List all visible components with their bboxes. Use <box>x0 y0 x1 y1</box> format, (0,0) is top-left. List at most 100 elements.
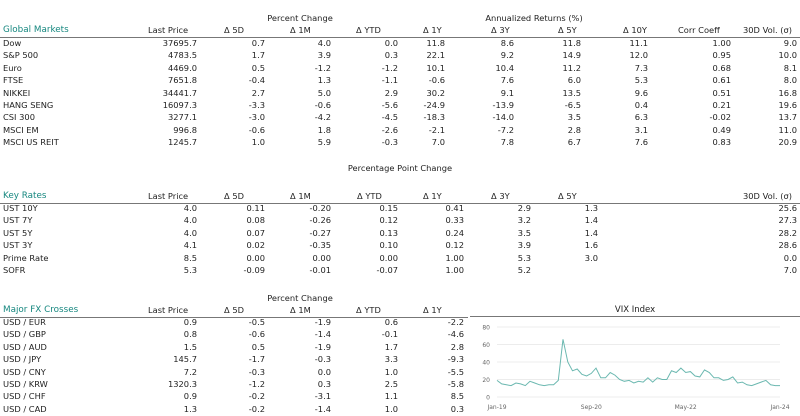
table-row: MSCI US REIT 1245.7 1.0 5.9 -0.3 7.0 7.8 6.7 7.6… <box>0 137 800 149</box>
header-divider <box>0 37 800 38</box>
cell-value: -1.1 <box>381 75 398 86</box>
cell-value: 2.7 <box>251 87 265 98</box>
cell-value: 8.0 <box>783 75 797 86</box>
cell-value: 34441.7 <box>162 87 197 98</box>
table-row: FTSE 7651.8 -0.4 1.3 -1.1 -0.6 7.6 6.0 5.3 0.61 8.… <box>0 75 800 87</box>
cell-value: 1.7 <box>384 341 398 352</box>
cell-value: 9.6 <box>634 87 648 98</box>
cell-value: 1.4 <box>584 227 598 238</box>
cell-value: 2.9 <box>517 203 531 213</box>
cell-value: 0.61 <box>712 75 731 86</box>
section-title: Key Rates <box>3 191 47 201</box>
cell-value: 10.0 <box>778 50 797 61</box>
group-header: Percent Change <box>267 13 333 23</box>
column-header: Δ 5D <box>224 191 244 201</box>
cell-value: 1.1 <box>384 391 398 402</box>
cell-value: 19.6 <box>778 100 797 110</box>
cell-value: 0.7 <box>251 38 265 48</box>
cell-value: 5.3 <box>634 75 648 86</box>
column-header: Δ YTD <box>357 191 382 201</box>
cell-value: -4.5 <box>381 112 398 123</box>
cell-value: 0.00 <box>312 252 331 263</box>
cell-value: 0.00 <box>246 252 265 263</box>
cell-value: 11.1 <box>629 38 648 48</box>
cell-value: -2.2 <box>447 317 464 327</box>
y-tick-label: 80 <box>482 325 490 332</box>
column-header: Last Price <box>148 25 189 35</box>
row-label: USD / CNY <box>3 366 46 377</box>
cell-value: 16097.3 <box>162 100 197 110</box>
cell-value: 37695.7 <box>162 38 197 48</box>
cell-value: 0.41 <box>445 203 464 213</box>
cell-value: 10.4 <box>495 62 514 73</box>
cell-value: 28.6 <box>778 240 797 251</box>
cell-value: -0.4 <box>248 75 265 86</box>
column-header: Δ YTD <box>356 305 381 315</box>
cell-value: -0.27 <box>309 227 331 238</box>
cell-value: 11.8 <box>562 38 581 48</box>
cell-value: 7.0 <box>783 265 797 275</box>
cell-value: -1.4 <box>314 403 331 414</box>
cell-value: 7.2 <box>183 366 197 377</box>
cell-value: -6.5 <box>564 100 581 110</box>
cell-value: -13.9 <box>492 100 514 110</box>
table-row: UST 3Y 4.1 0.02 -0.35 0.10 0.12 3.9 1.6 28.6 <box>0 240 800 252</box>
cell-value: 4469.0 <box>167 62 197 73</box>
cell-value: 9.1 <box>500 87 514 98</box>
cell-value: 8.6 <box>500 38 514 48</box>
cell-value: 996.8 <box>173 124 197 135</box>
cell-value: -1.2 <box>248 379 265 389</box>
cell-value: 0.0 <box>384 38 398 48</box>
row-label: UST 10Y <box>3 203 38 213</box>
cell-value: 3277.1 <box>167 112 197 123</box>
row-label: SOFR <box>3 265 26 275</box>
cell-value: 20.9 <box>778 137 797 148</box>
cell-value: 7.3 <box>634 62 648 73</box>
cell-value: 5.2 <box>517 265 531 275</box>
cell-value: -0.3 <box>248 366 265 377</box>
table-row: SOFR 5.3 -0.09 -0.01 -0.07 1.00 5.2 7.0 <box>0 265 800 277</box>
table-row: UST 10Y 4.0 0.11 -0.20 0.15 0.41 2.9 1.3 25.6 <box>0 203 800 215</box>
chart-title-divider <box>470 316 800 317</box>
cell-value: 13.7 <box>778 112 797 123</box>
cell-value: 2.8 <box>567 124 581 135</box>
table-row: USD / AUD 1.5 0.5 -1.9 1.7 2.8 <box>0 342 800 354</box>
cell-value: 3.3 <box>384 354 398 365</box>
column-header: Last Price <box>148 305 189 315</box>
cell-value: 3.9 <box>517 240 531 251</box>
cell-value: -0.6 <box>314 100 331 110</box>
cell-value: 7.6 <box>500 75 514 86</box>
cell-value: 1.00 <box>445 252 464 263</box>
column-header: Δ 1Y <box>423 191 442 201</box>
cell-value: -0.20 <box>309 203 331 213</box>
cell-value: -4.6 <box>447 329 464 340</box>
section-title: Global Markets <box>3 25 69 35</box>
cell-value: 0.5 <box>251 62 265 73</box>
cell-value: 2.5 <box>384 379 398 389</box>
cell-value: 9.2 <box>500 50 514 61</box>
column-header: 30D Vol. (σ) <box>743 25 793 35</box>
cell-value: -18.3 <box>423 112 445 123</box>
row-label: FTSE <box>3 75 24 86</box>
cell-value: -0.01 <box>309 265 331 275</box>
cell-value: 10.1 <box>426 62 445 73</box>
cell-value: -4.2 <box>314 112 331 123</box>
table-row: USD / EUR 0.9 -0.5 -1.9 0.6 -2.2 <box>0 317 800 329</box>
row-label: CSI 300 <box>3 112 35 123</box>
x-tick-label: Jan-19 <box>486 404 506 411</box>
row-label: USD / JPY <box>3 354 42 365</box>
column-header: Δ YTD <box>356 25 381 35</box>
row-label: MSCI EM <box>3 124 39 135</box>
cell-value: 4.0 <box>183 215 197 226</box>
cell-value: 0.51 <box>712 87 731 98</box>
column-header: Δ 3Y <box>491 25 510 35</box>
table-row: USD / CHF 0.9 -0.2 -3.1 1.1 8.5 <box>0 391 800 403</box>
cell-value: 22.1 <box>426 50 445 61</box>
cell-value: 1.3 <box>317 75 331 86</box>
cell-value: 1245.7 <box>167 137 197 148</box>
column-header: 30D Vol. (σ) <box>743 191 793 201</box>
cell-value: -3.3 <box>248 100 265 110</box>
column-header-row: Global Markets Last Price Δ 5D Δ 1M Δ YTD Δ 1… <box>0 25 800 37</box>
row-label: NIKKEI <box>3 87 31 98</box>
cell-value: 7.8 <box>500 137 514 148</box>
